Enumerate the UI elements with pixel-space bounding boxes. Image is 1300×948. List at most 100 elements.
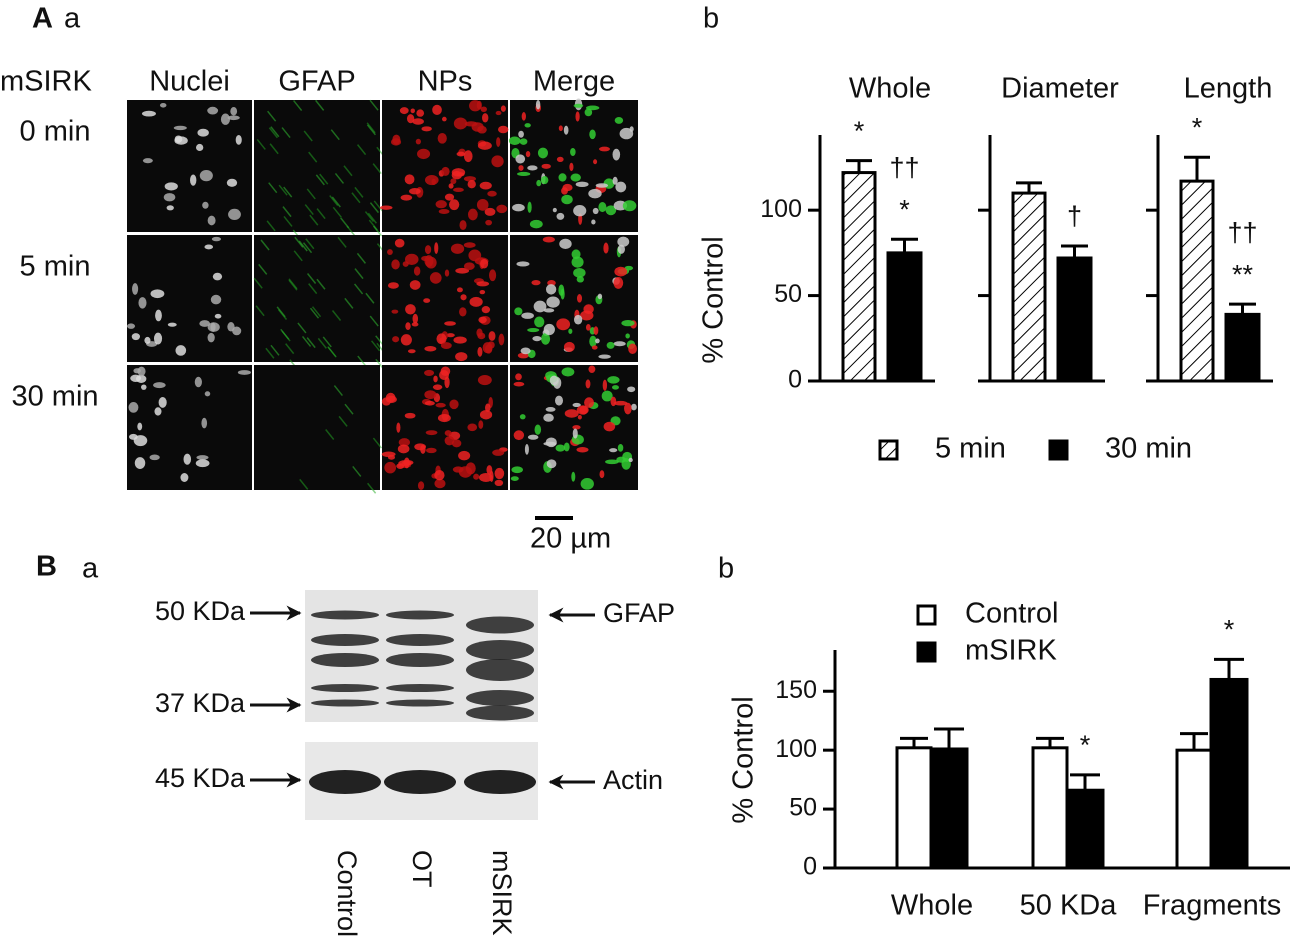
texture [573,205,587,217]
texture [294,236,304,248]
texture [531,280,541,286]
texture [449,199,460,211]
texture [467,208,478,221]
texture [494,467,505,480]
texture [394,238,405,248]
texture [585,324,591,331]
panel-label: B [36,551,57,583]
texture [605,205,617,216]
texture [453,117,468,130]
legend-swatch [1048,439,1069,461]
marker-label: 37 KDa [155,688,246,718]
texture [365,292,375,304]
texture [141,384,147,390]
texture [327,346,337,358]
texture [584,397,595,408]
texture [540,176,549,185]
texture [465,462,476,475]
texture [211,236,222,242]
texture [458,450,471,461]
texture [484,207,496,216]
texture [416,109,425,117]
texture [589,129,596,140]
texture [588,365,596,374]
texture [467,423,478,432]
texture [410,108,415,114]
texture [299,478,309,490]
texture [356,144,367,156]
texture [487,190,497,197]
blot-band [311,634,379,646]
texture [561,194,573,205]
texture [571,256,584,268]
texture [562,183,573,192]
legend-swatch [916,604,937,626]
annotation: † [1067,201,1082,231]
row-label: 30 min [11,381,98,413]
texture [508,136,521,146]
texture [488,331,496,341]
texture [432,384,443,390]
blot-band [466,659,534,681]
texture [450,243,465,254]
texture [478,316,487,324]
texture [407,349,416,354]
blot-band [386,610,454,620]
texture [353,283,364,295]
texture [464,121,478,127]
y-tick-label: 50 [774,280,802,308]
texture [413,266,421,276]
texture [288,278,298,290]
texture [425,256,437,269]
texture [441,166,450,176]
legend-swatch [878,439,899,461]
texture [207,215,216,226]
bar [1065,788,1105,870]
texture [444,436,455,446]
texture [256,138,266,150]
texture [515,154,526,164]
texture [463,242,476,248]
bar [1224,312,1261,383]
texture [270,344,280,356]
y-axis-label: % Control [698,236,730,363]
micrograph-bg [127,365,252,490]
bar [1179,179,1215,383]
texture [439,370,449,381]
blot-band [311,699,379,707]
texture [166,205,174,211]
texture [518,165,524,171]
texture [576,405,589,415]
panel-label: a [64,3,81,35]
texture [207,322,220,332]
texture [311,306,322,318]
texture [476,328,483,337]
texture [404,174,415,185]
texture [545,407,556,412]
texture [282,206,292,218]
texture [435,200,447,209]
texture [417,148,431,160]
texture [302,242,313,254]
texture [315,174,325,186]
texture [558,284,565,296]
texture [298,240,308,252]
texture [424,369,435,376]
texture [354,268,364,280]
row-label: 5 min [20,251,91,283]
texture [573,103,584,108]
texture [479,409,493,420]
texture [444,430,452,436]
texture [366,122,376,134]
texture [268,127,278,139]
texture [414,443,427,451]
legend-label: 30 min [1105,433,1192,465]
texture [369,315,379,327]
texture [583,304,594,315]
texture [512,203,525,212]
texture [611,385,619,390]
texture [235,134,242,145]
texture [344,403,354,415]
texture [277,309,288,320]
texture [202,201,209,209]
